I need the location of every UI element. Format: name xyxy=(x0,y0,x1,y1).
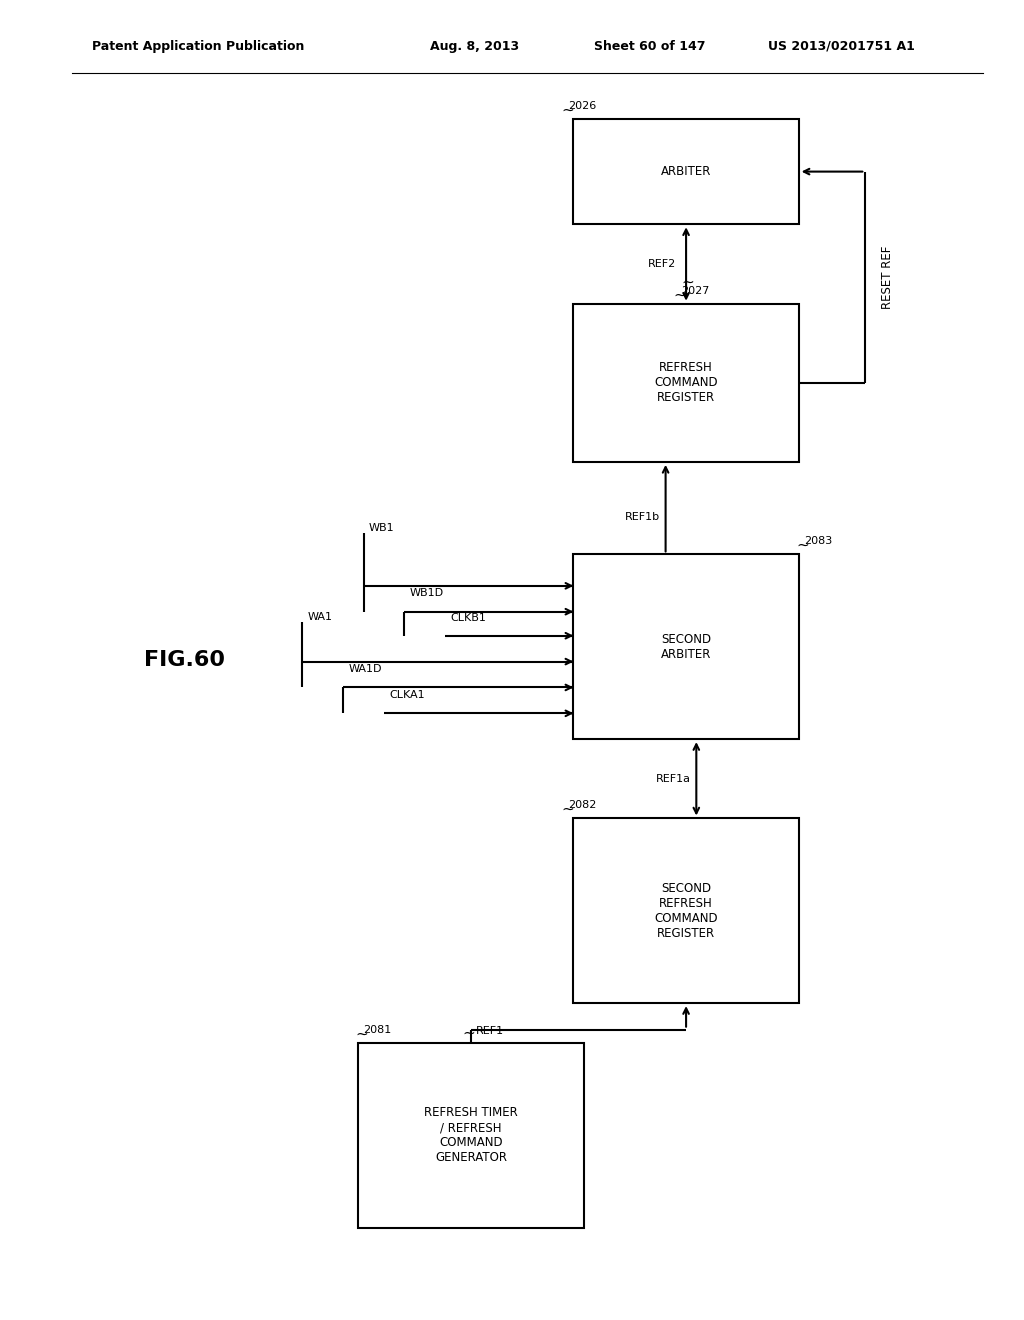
Text: ∼: ∼ xyxy=(797,539,809,553)
Text: 2082: 2082 xyxy=(568,800,597,810)
Text: ∼: ∼ xyxy=(355,1027,368,1041)
FancyBboxPatch shape xyxy=(573,304,799,462)
Text: US 2013/0201751 A1: US 2013/0201751 A1 xyxy=(768,40,914,53)
FancyBboxPatch shape xyxy=(573,818,799,1003)
Text: WB1D: WB1D xyxy=(410,589,443,598)
FancyBboxPatch shape xyxy=(358,1043,584,1228)
Text: ∼: ∼ xyxy=(561,103,573,117)
Text: WB1: WB1 xyxy=(369,523,394,533)
Text: CLKB1: CLKB1 xyxy=(451,612,486,623)
Text: ∼: ∼ xyxy=(674,288,686,302)
Text: Sheet 60 of 147: Sheet 60 of 147 xyxy=(594,40,706,53)
Text: REFRESH TIMER
/ REFRESH
COMMAND
GENERATOR: REFRESH TIMER / REFRESH COMMAND GENERATO… xyxy=(424,1106,518,1164)
Text: 2027: 2027 xyxy=(681,285,710,296)
Text: WA1: WA1 xyxy=(307,612,332,622)
Text: REF1: REF1 xyxy=(476,1026,504,1036)
Text: CLKA1: CLKA1 xyxy=(389,690,425,700)
Text: ∼: ∼ xyxy=(681,275,693,290)
FancyBboxPatch shape xyxy=(573,554,799,739)
Text: SECOND
ARBITER: SECOND ARBITER xyxy=(660,632,712,661)
Text: 2083: 2083 xyxy=(804,536,833,546)
Text: REF2: REF2 xyxy=(647,259,676,269)
Text: WA1D: WA1D xyxy=(348,664,382,675)
Text: 2026: 2026 xyxy=(568,100,597,111)
Text: FIG.60: FIG.60 xyxy=(143,649,225,671)
Text: ARBITER: ARBITER xyxy=(660,165,712,178)
Text: Patent Application Publication: Patent Application Publication xyxy=(92,40,304,53)
Text: ∼: ∼ xyxy=(463,1026,475,1040)
Text: ∼: ∼ xyxy=(561,803,573,817)
Text: Aug. 8, 2013: Aug. 8, 2013 xyxy=(430,40,519,53)
Text: REFRESH
COMMAND
REGISTER: REFRESH COMMAND REGISTER xyxy=(654,362,718,404)
Text: REF1b: REF1b xyxy=(626,512,660,523)
Text: RESET REF: RESET REF xyxy=(881,246,894,309)
Text: SECOND
REFRESH
COMMAND
REGISTER: SECOND REFRESH COMMAND REGISTER xyxy=(654,882,718,940)
Text: 2081: 2081 xyxy=(364,1024,392,1035)
FancyBboxPatch shape xyxy=(573,119,799,224)
Text: REF1a: REF1a xyxy=(656,774,691,784)
